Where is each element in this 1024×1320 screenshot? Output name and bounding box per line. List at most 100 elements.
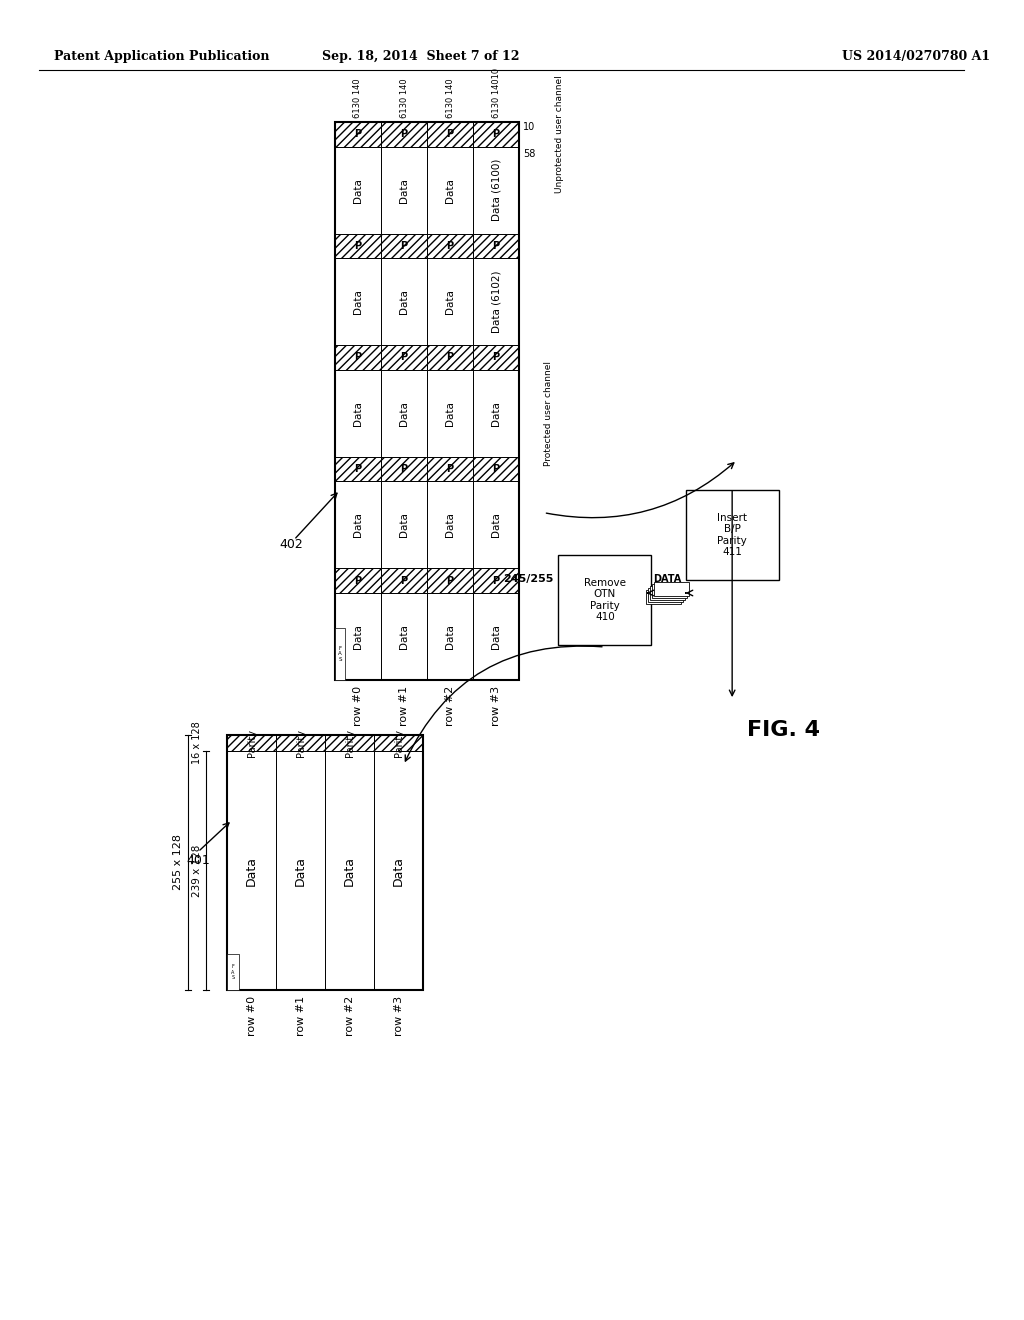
Bar xyxy=(646,590,681,605)
Bar xyxy=(427,147,473,234)
Bar xyxy=(427,593,473,680)
Text: Data: Data xyxy=(492,624,501,649)
Text: 16 x 128: 16 x 128 xyxy=(191,722,202,764)
Text: Data: Data xyxy=(445,178,455,202)
Text: Data: Data xyxy=(353,624,362,649)
Text: P: P xyxy=(446,129,454,140)
Bar xyxy=(473,482,519,569)
Bar xyxy=(473,457,519,482)
Bar xyxy=(381,457,427,482)
Bar xyxy=(381,569,427,593)
Text: P: P xyxy=(446,576,454,586)
Text: P: P xyxy=(354,465,361,474)
Text: 10: 10 xyxy=(523,121,536,132)
Text: P: P xyxy=(400,352,408,363)
Text: FIG. 4: FIG. 4 xyxy=(748,719,820,741)
Bar xyxy=(381,234,427,259)
Text: Data: Data xyxy=(399,178,409,202)
Bar xyxy=(473,346,519,370)
Bar xyxy=(558,554,651,645)
Text: Data: Data xyxy=(353,289,362,314)
Text: P: P xyxy=(493,240,500,251)
Text: P: P xyxy=(354,240,361,251)
Text: 58: 58 xyxy=(523,149,536,158)
Text: P: P xyxy=(493,576,500,586)
Text: Parity: Parity xyxy=(296,729,306,756)
Text: Data: Data xyxy=(492,512,501,537)
Text: Data: Data xyxy=(392,855,406,886)
Bar xyxy=(335,482,381,569)
Bar xyxy=(473,593,519,680)
Text: Data: Data xyxy=(353,512,362,537)
Bar xyxy=(227,735,276,751)
Text: Sep. 18, 2014  Sheet 7 of 12: Sep. 18, 2014 Sheet 7 of 12 xyxy=(323,50,520,63)
Bar xyxy=(335,628,345,680)
Text: P: P xyxy=(446,465,454,474)
Text: Data: Data xyxy=(492,401,501,426)
Text: US 2014/0270780 A1: US 2014/0270780 A1 xyxy=(843,50,990,63)
Text: Parity: Parity xyxy=(393,729,403,756)
Bar xyxy=(335,569,381,593)
Bar xyxy=(276,735,326,751)
Bar xyxy=(427,346,473,370)
Bar xyxy=(335,593,381,680)
Text: Data (6102): Data (6102) xyxy=(492,271,501,333)
Bar xyxy=(473,259,519,346)
Bar xyxy=(650,586,685,601)
Bar xyxy=(335,121,381,147)
Text: P: P xyxy=(400,240,408,251)
Text: Data: Data xyxy=(399,624,409,649)
Text: Patent Application Publication: Patent Application Publication xyxy=(54,50,269,63)
Bar xyxy=(335,234,381,259)
Bar xyxy=(381,147,427,234)
Text: Data: Data xyxy=(399,289,409,314)
Text: P: P xyxy=(400,576,408,586)
Bar xyxy=(427,234,473,259)
Text: Data: Data xyxy=(343,855,356,886)
Text: Data (6100): Data (6100) xyxy=(492,158,501,222)
Text: Data: Data xyxy=(445,289,455,314)
Bar xyxy=(335,259,381,346)
Text: Data: Data xyxy=(294,855,307,886)
Bar xyxy=(374,751,423,990)
Bar xyxy=(427,457,473,482)
Bar xyxy=(335,346,381,370)
Bar xyxy=(381,370,427,457)
Text: P: P xyxy=(354,576,361,586)
Bar xyxy=(335,121,519,680)
Text: P: P xyxy=(493,129,500,140)
Text: F
A
S: F A S xyxy=(231,964,234,981)
Bar xyxy=(652,583,687,598)
Text: 255 x 128: 255 x 128 xyxy=(173,834,183,891)
Text: row #0: row #0 xyxy=(247,997,257,1036)
Bar xyxy=(473,234,519,259)
Text: row #3: row #3 xyxy=(492,686,501,726)
Bar xyxy=(326,735,374,751)
Text: row #1: row #1 xyxy=(296,997,306,1036)
Text: 6130 140: 6130 140 xyxy=(353,78,362,117)
Text: Data: Data xyxy=(399,512,409,537)
Bar xyxy=(427,259,473,346)
Bar xyxy=(374,735,423,751)
Bar xyxy=(276,751,326,990)
Text: 6130 140: 6130 140 xyxy=(399,78,409,117)
Text: Parity: Parity xyxy=(247,729,257,756)
Bar xyxy=(335,147,381,234)
Text: Data: Data xyxy=(445,401,455,426)
Text: Data: Data xyxy=(353,401,362,426)
Bar xyxy=(427,121,473,147)
Bar xyxy=(473,370,519,457)
Bar xyxy=(427,370,473,457)
Text: Remove
OTN
Parity
410: Remove OTN Parity 410 xyxy=(584,578,626,623)
Bar xyxy=(381,593,427,680)
Text: 239 x 128: 239 x 128 xyxy=(191,845,202,896)
Text: Unprotected user channel: Unprotected user channel xyxy=(555,75,564,193)
Bar xyxy=(381,346,427,370)
Text: Data: Data xyxy=(445,624,455,649)
Bar xyxy=(227,751,276,990)
Text: 401: 401 xyxy=(186,854,210,866)
Text: F
A
S: F A S xyxy=(338,645,342,663)
Bar xyxy=(473,569,519,593)
Text: P: P xyxy=(493,465,500,474)
Text: row #0: row #0 xyxy=(353,686,362,726)
